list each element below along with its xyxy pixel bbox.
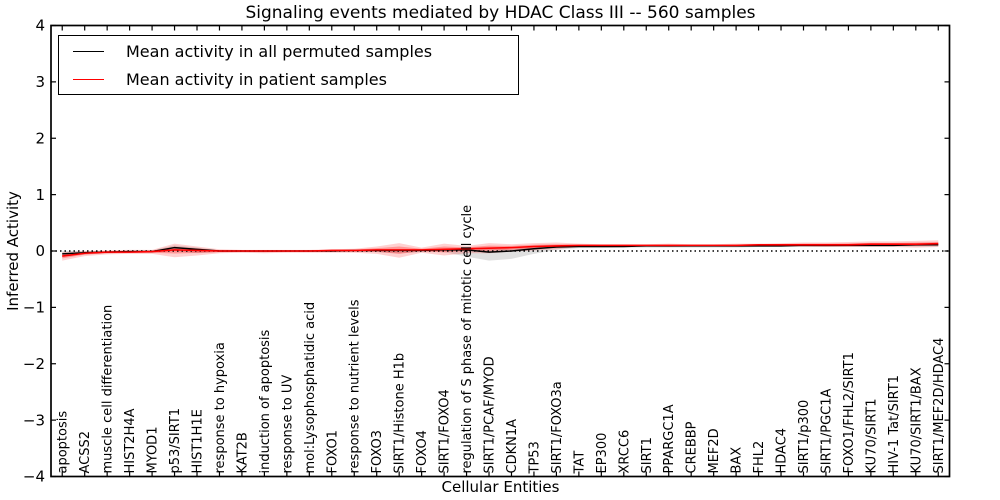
category-label: FHL2 [752,441,767,474]
category-label: induction of apoptosis [258,329,273,473]
x-ticks-bottom [61,471,939,477]
legend-label-permuted: Mean activity in all permuted samples [126,41,433,61]
category-label: response to nutrient levels [348,299,363,473]
category-label: MYOD1 [146,427,161,474]
category-label: PPARGC1A [662,404,677,473]
category-label: FOXO4 [415,430,430,473]
category-label: regulation of S phase of mitotic cell cy… [460,205,475,474]
patient-mean-line [62,242,939,257]
chart-title: Signaling events mediated by HDAC Class … [245,3,756,23]
y-ticks-right [944,24,950,478]
category-label: CREBBP [685,421,700,473]
category-label: HIST2H4A [123,408,138,473]
category-label: SIRT1/p300 [797,400,812,474]
y-tick-label: 0 [35,242,45,260]
y-ticks-left [51,24,56,478]
y-tick-label: 4 [35,17,45,35]
category-label: p53/SIRT1 [168,408,183,474]
category-label: SIRT1/MEF2D/HDAC4 [932,338,947,474]
category-label: mol:Lysophosphatidic acid [303,302,318,474]
y-tick-label: −3 [23,411,45,429]
permuted-line-sample [73,50,104,52]
category-label: SIRT1 [640,437,655,473]
category-label: HIV-1 Tat/SIRT1 [887,375,902,473]
category-label: muscle cell differentiation [101,305,116,474]
category-label: apoptosis [56,411,71,474]
category-label: HIST1H1E [191,409,206,473]
y-tick-label: −2 [23,355,45,373]
category-label: KU70/SIRT1 [864,399,879,474]
legend-item-patient: Mean activity in patient samples [73,66,518,92]
category-label: response to UV [280,375,295,474]
y-tick-label: 2 [35,129,45,147]
category-label: HDAC4 [775,428,790,474]
category-label: KAT2B [235,432,250,473]
y-tick-label: −4 [23,468,45,486]
category-label: XRCC6 [617,430,632,474]
category-label: SIRT1/FOXO3a [550,381,565,473]
category-label: TP53 [527,441,542,474]
category-label: BAX [730,447,745,474]
x-ticks-top [61,25,939,31]
y-tick-label: 1 [35,186,45,204]
legend-label-patient: Mean activity in patient samples [126,69,387,89]
category-label: response to hypoxia [213,342,228,473]
category-label: FOXO1/FHL2/SIRT1 [842,352,857,473]
category-label: ACSS2 [78,431,93,474]
category-label: EP300 [595,433,610,474]
y-tick-label: 3 [35,73,45,91]
y-tick-label: −1 [23,299,45,317]
category-label: SIRT1/PGC1A [819,388,834,473]
category-label: FOXO1 [325,430,340,473]
category-label: FOXO3 [370,430,385,473]
legend: Mean activity in all permuted samples Me… [58,35,519,95]
category-label: TAT [572,451,587,475]
x-axis-label: Cellular Entities [441,478,560,496]
category-labels: apoptosis ACSS2 muscle cell differentiatio… [56,205,947,475]
category-label: CDKN1A [505,419,520,474]
patient-range-band-inner [62,241,939,259]
category-label: SIRT1/FOXO4 [438,389,453,473]
y-axis-label: Inferred Activity [4,191,22,311]
legend-item-permuted: Mean activity in all permuted samples [73,38,518,64]
patient-line-sample [73,78,104,80]
category-label: SIRT1/Histone H1b [393,353,408,474]
category-label: MEF2D [707,428,722,473]
category-label: SIRT1/PCAF/MYOD [483,356,498,473]
y-tick-labels: 4 3 2 1 0 −1 −2 −3 −4 [23,17,45,486]
category-label: KU70/SIRT1/BAX [909,367,924,473]
